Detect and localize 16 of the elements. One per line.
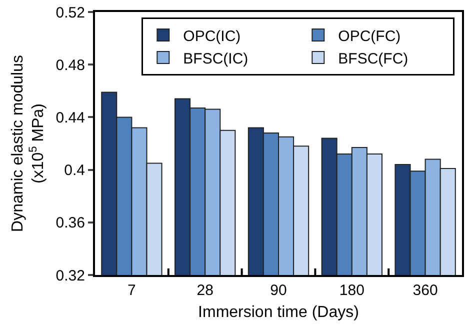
y-tick-label: 0.48 (56, 56, 85, 74)
x-tick-label: 90 (270, 282, 287, 299)
y-tick-label: 0.44 (56, 109, 85, 126)
y-tick-label: 0.36 (56, 214, 85, 232)
y-tick-label: 0.52 (56, 4, 85, 22)
x-tick-label: 7 (128, 282, 136, 299)
legend-label: BFSC(IC) (183, 50, 248, 68)
y-tick-label: 0.32 (56, 267, 85, 284)
legend-label: OPC(FC) (338, 28, 401, 45)
x-tick-label: 28 (196, 282, 214, 299)
x-tick-label: 180 (339, 282, 364, 299)
x-tick-label: 360 (412, 282, 438, 299)
x-axis-title: Immersion time (Days) (198, 304, 359, 322)
y-tick-label: 0.4 (64, 162, 85, 180)
legend-label: BFSC(FC) (338, 50, 408, 68)
legend-label: OPC(IC) (183, 28, 241, 45)
